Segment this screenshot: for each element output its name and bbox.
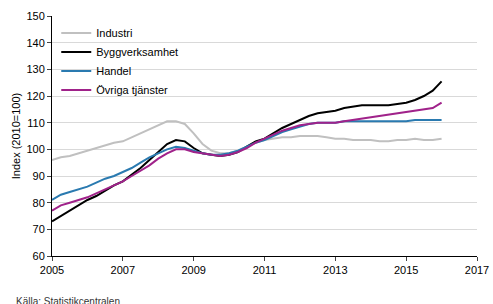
svg-text:140: 140: [26, 37, 44, 49]
svg-text:80: 80: [33, 197, 45, 209]
svg-text:110: 110: [27, 117, 45, 129]
svg-text:2017: 2017: [465, 264, 489, 276]
svg-text:2005: 2005: [40, 264, 64, 276]
svg-text:90: 90: [33, 170, 45, 182]
svg-text:Byggverksamhet: Byggverksamhet: [96, 46, 178, 58]
svg-text:60: 60: [33, 250, 45, 262]
svg-text:2013: 2013: [323, 264, 347, 276]
svg-text:120: 120: [26, 90, 44, 102]
svg-text:70: 70: [33, 223, 45, 235]
svg-text:Övriga tjänster: Övriga tjänster: [96, 84, 168, 96]
svg-text:Handel: Handel: [96, 65, 131, 77]
svg-text:100: 100: [26, 143, 44, 155]
svg-text:Källa: Statistikcentralen: Källa: Statistikcentralen: [16, 296, 120, 304]
svg-text:2009: 2009: [181, 264, 205, 276]
svg-text:2011: 2011: [253, 264, 277, 276]
svg-text:Index (2010=100): Index (2010=100): [10, 93, 22, 180]
svg-text:Industri: Industri: [96, 27, 132, 39]
svg-text:2015: 2015: [394, 264, 418, 276]
svg-text:2007: 2007: [111, 264, 135, 276]
svg-text:130: 130: [26, 63, 44, 75]
svg-text:150: 150: [26, 10, 44, 22]
